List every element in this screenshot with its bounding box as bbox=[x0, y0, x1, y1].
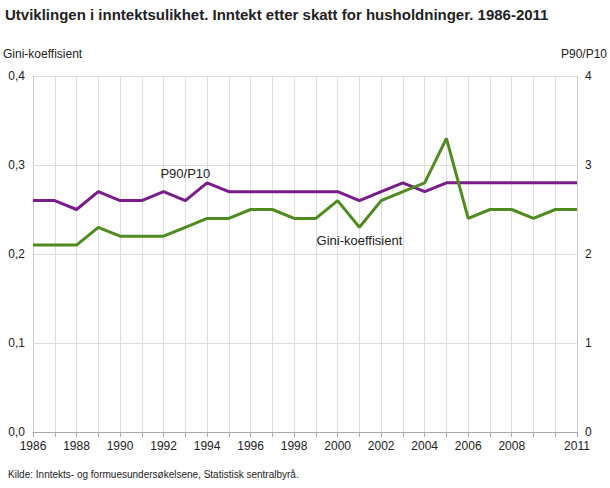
svg-text:1994: 1994 bbox=[194, 439, 221, 453]
svg-text:2002: 2002 bbox=[368, 439, 395, 453]
svg-text:4: 4 bbox=[585, 69, 592, 83]
svg-text:2000: 2000 bbox=[324, 439, 351, 453]
svg-text:0,2: 0,2 bbox=[8, 247, 25, 261]
svg-text:3: 3 bbox=[585, 158, 592, 172]
svg-text:1990: 1990 bbox=[107, 439, 134, 453]
svg-text:2006: 2006 bbox=[455, 439, 482, 453]
svg-text:0,3: 0,3 bbox=[8, 158, 25, 172]
svg-text:2: 2 bbox=[585, 247, 592, 261]
svg-text:1996: 1996 bbox=[237, 439, 264, 453]
svg-text:0,0: 0,0 bbox=[8, 425, 25, 439]
svg-text:Gini-koeffisient: Gini-koeffisient bbox=[3, 47, 83, 61]
svg-text:Kilde: Inntekts- og formuesund: Kilde: Inntekts- og formuesundersøkelsen… bbox=[8, 469, 299, 480]
svg-text:1: 1 bbox=[585, 336, 592, 350]
svg-text:P90/P10: P90/P10 bbox=[160, 166, 210, 181]
svg-text:0,4: 0,4 bbox=[8, 69, 25, 83]
svg-text:2011: 2011 bbox=[564, 439, 590, 453]
svg-text:P90/P10: P90/P10 bbox=[561, 47, 607, 61]
svg-text:1992: 1992 bbox=[150, 439, 177, 453]
svg-text:2004: 2004 bbox=[411, 439, 438, 453]
svg-text:0: 0 bbox=[585, 425, 592, 439]
svg-text:1988: 1988 bbox=[63, 439, 90, 453]
svg-text:Gini-koeffisient: Gini-koeffisient bbox=[317, 233, 403, 248]
svg-text:1986: 1986 bbox=[20, 439, 47, 453]
svg-text:Utviklingen i inntektsulikhet.: Utviklingen i inntektsulikhet. Inntekt e… bbox=[5, 6, 548, 23]
svg-text:1998: 1998 bbox=[281, 439, 308, 453]
svg-text:2008: 2008 bbox=[498, 439, 525, 453]
svg-text:0,1: 0,1 bbox=[8, 336, 25, 350]
